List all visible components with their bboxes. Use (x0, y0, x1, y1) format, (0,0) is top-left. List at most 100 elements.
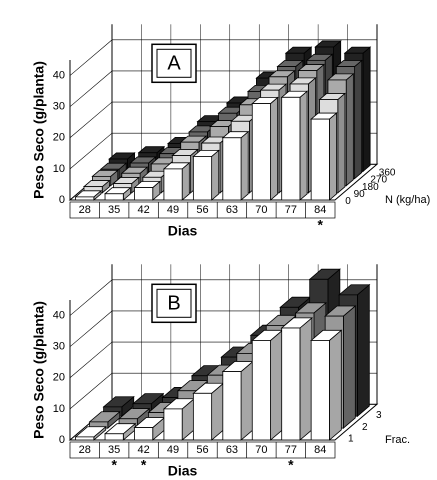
panel-box-inner (156, 288, 192, 318)
bar-side-shade (363, 47, 371, 172)
depth-tick-label: 0 (345, 196, 351, 207)
bar-side-shade (182, 162, 190, 200)
grid-line (69, 372, 113, 410)
y-tick-label: 20 (53, 132, 65, 144)
bar (251, 103, 271, 201)
bar (104, 433, 124, 441)
bar-side-shade (211, 150, 219, 200)
x-tick-label: 56 (196, 444, 208, 456)
depth-axis-title: N (kg/ha) (385, 194, 430, 206)
x-tick-label: 35 (108, 444, 120, 456)
x-tick-label: 63 (226, 204, 238, 216)
x-axis-title: Dias (168, 463, 198, 479)
y-tick-label: 0 (59, 434, 65, 446)
y-axis-title: Peso Seco (g/planta) (31, 61, 47, 199)
x-tick-label: 70 (255, 204, 267, 216)
y-tick-label: 40 (53, 309, 65, 321)
bar-side-shade (329, 330, 342, 440)
bar (192, 156, 213, 201)
x-tick-label: 42 (137, 204, 149, 216)
depth-tick-label: 270 (370, 175, 387, 186)
x-tick-label: 84 (314, 204, 326, 216)
bar-side-shade (343, 305, 356, 429)
annotation: * (288, 457, 294, 473)
x-axis-title: Dias (168, 223, 198, 239)
bar (281, 96, 301, 201)
bar (310, 340, 330, 441)
bar-side-shade (131, 177, 139, 193)
bar-side-shade (270, 97, 278, 200)
grid-line (69, 39, 113, 76)
y-tick-label: 10 (53, 163, 65, 175)
bar-side-shade (102, 180, 110, 193)
depth-axis-title: Frac. (385, 434, 410, 446)
depth-tick-label: 90 (354, 189, 366, 200)
annotation: * (111, 457, 117, 473)
x-tick-label: 49 (167, 204, 179, 216)
bar-side-shade (299, 317, 312, 440)
y-tick-label: 40 (53, 69, 65, 81)
bar (134, 187, 154, 201)
y-tick-label: 30 (53, 341, 65, 353)
bar-side-shade (299, 91, 308, 200)
grid-line (69, 101, 113, 139)
y-tick-label: 0 (59, 194, 65, 206)
bar-side-shade (119, 163, 127, 179)
y-tick-label: 30 (53, 101, 65, 113)
grid-line (69, 310, 113, 347)
bar-side-shade (211, 383, 224, 440)
bar (75, 196, 95, 201)
panel-box (151, 43, 197, 84)
y-axis-title: Peso Seco (g/planta) (31, 301, 47, 439)
bar (222, 371, 242, 441)
depth-tick-label: 360 (379, 168, 396, 179)
bar (222, 137, 242, 201)
bar (310, 118, 330, 201)
y-tick-label: 10 (53, 403, 65, 415)
bar-side-shade (354, 60, 362, 179)
bar-side-shade (152, 417, 165, 440)
x-tick-label: 77 (285, 204, 297, 216)
bar (192, 392, 213, 441)
x-tick-label: 84 (314, 444, 326, 456)
x-tick-label: 63 (226, 444, 238, 456)
grid-line (69, 132, 113, 170)
bar (281, 327, 301, 441)
annotation: * (318, 217, 324, 233)
panel-box (151, 283, 197, 324)
depth-tick-label: 180 (362, 182, 379, 193)
bar-side-shade (337, 93, 345, 193)
x-tick-label: 42 (137, 444, 149, 456)
x-tick-label: 35 (108, 204, 120, 216)
bar-side-shade (123, 423, 136, 440)
bar-side-shade (107, 411, 120, 429)
grid-line (69, 279, 113, 316)
x-tick-label: 28 (79, 204, 91, 216)
depth-tick-label: 2 (362, 422, 368, 433)
annotation: * (141, 457, 147, 473)
x-tick-label: 56 (196, 204, 208, 216)
x-tick-label: 49 (167, 444, 179, 456)
category-strip (69, 201, 336, 219)
bar-side-shade (123, 187, 131, 200)
panel-label: A (167, 53, 181, 75)
bar-side-shade (93, 190, 101, 200)
bar-side-shade (182, 398, 195, 440)
bar (251, 340, 271, 441)
bar (104, 193, 124, 201)
bar (134, 427, 154, 441)
grid-line (69, 341, 113, 379)
x-tick-label: 70 (255, 444, 267, 456)
bar-side-shade (346, 73, 354, 186)
bar-side-shade (110, 170, 118, 186)
category-strip (69, 441, 336, 459)
depth-tick-label: 1 (348, 434, 354, 445)
bar-side-shade (121, 396, 134, 417)
bar (163, 408, 183, 441)
bar-side-shade (329, 113, 337, 200)
bar-side-shade (357, 284, 370, 417)
bar-side-shade (241, 361, 253, 440)
bar-side-shade (270, 330, 283, 440)
bar-side-shade (93, 426, 106, 440)
